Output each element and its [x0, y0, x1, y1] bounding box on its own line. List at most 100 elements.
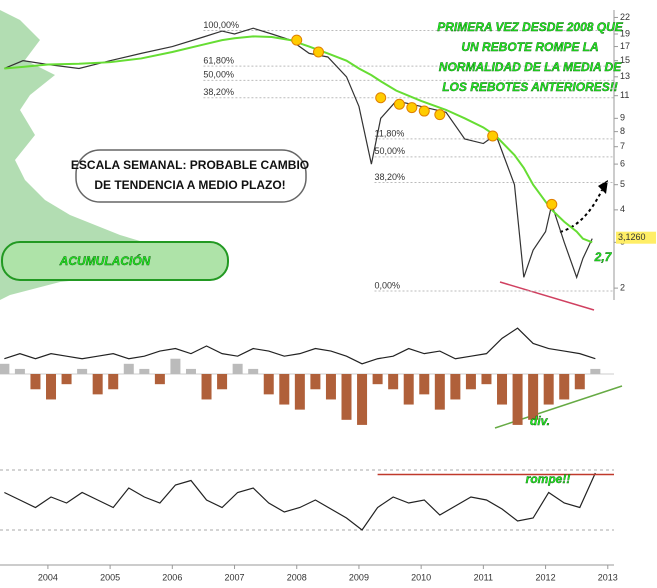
- bar: [108, 374, 119, 390]
- touch-point: [434, 109, 446, 121]
- y-tick-label: 5: [620, 179, 625, 189]
- annotation: 2,7: [594, 250, 613, 264]
- bar: [248, 368, 259, 374]
- y-tick-label: 11: [620, 90, 629, 100]
- bar: [528, 374, 539, 420]
- fib-label: 38,20%: [203, 87, 234, 97]
- bar: [92, 374, 103, 395]
- bar: [170, 358, 181, 374]
- bar: [61, 374, 72, 385]
- bar: [0, 363, 10, 374]
- annotation: ACUMULACIÓN: [59, 253, 151, 268]
- line: [4, 27, 593, 280]
- fib-label: 50,00%: [203, 70, 234, 80]
- fib-label: 0,00%: [374, 280, 400, 290]
- arrow: [559, 189, 603, 233]
- fib-label: 11,80%: [374, 128, 404, 138]
- bar: [481, 374, 492, 385]
- bar: [512, 374, 523, 425]
- bar: [30, 374, 41, 390]
- bar: [465, 374, 476, 390]
- bar: [590, 368, 601, 374]
- bar: [77, 368, 88, 374]
- x-tick-label: 2011: [474, 572, 493, 582]
- touch-point: [375, 92, 387, 104]
- annotation: PRIMERA VEZ DESDE 2008 QUE: [437, 20, 624, 34]
- bar: [139, 368, 150, 374]
- x-tick-label: 2010: [411, 572, 431, 582]
- annotation-box: [75, 149, 307, 203]
- bar: [325, 374, 336, 400]
- annotation: LOS REBOTES ANTERIORES!!: [442, 80, 618, 94]
- x-tick-label: 2013: [598, 572, 618, 582]
- bar: [419, 374, 430, 395]
- bar: [279, 374, 290, 405]
- bar: [232, 363, 243, 374]
- touch-point: [291, 34, 303, 46]
- bar: [497, 374, 508, 405]
- fib-label: 100,00%: [203, 20, 239, 30]
- y-tick-label: 17: [620, 41, 630, 51]
- x-tick-label: 2007: [225, 572, 245, 582]
- x-tick-label: 2006: [162, 572, 182, 582]
- last-value-box: [616, 231, 656, 244]
- bar: [574, 374, 585, 390]
- volume-profile: [0, 10, 200, 300]
- y-tick-label: 9: [620, 113, 625, 123]
- y-tick-label: 15: [620, 55, 630, 65]
- bar: [46, 374, 57, 400]
- annotation: ESCALA SEMANAL: PROBABLE CAMBIO: [71, 158, 309, 172]
- touch-point: [393, 98, 405, 110]
- bar: [123, 363, 134, 374]
- annotation: div.: [530, 414, 550, 428]
- y-tick-label: 22: [620, 12, 630, 22]
- bar: [14, 368, 25, 374]
- y-tick-label: 6: [620, 158, 625, 168]
- arrow-head: [598, 180, 608, 194]
- bar: [201, 374, 212, 400]
- bar: [357, 374, 368, 425]
- bar: [310, 374, 321, 390]
- touch-point: [406, 102, 418, 114]
- bar: [543, 374, 554, 405]
- bar: [372, 374, 383, 385]
- x-tick-label: 2005: [100, 572, 120, 582]
- x-tick-label: 2009: [349, 572, 369, 582]
- line: [4, 327, 596, 365]
- bar: [559, 374, 570, 400]
- fib-label: 38,20%: [374, 172, 405, 182]
- annotation: rompe!!: [526, 472, 571, 486]
- bar: [450, 374, 461, 400]
- y-tick-label: 2: [620, 282, 625, 292]
- bar: [154, 374, 165, 385]
- y-tick-label: 8: [620, 126, 625, 136]
- bar: [341, 374, 352, 420]
- annotation-box: [1, 241, 229, 281]
- bar: [294, 374, 305, 410]
- touch-point: [487, 130, 499, 142]
- touch-point: [313, 46, 325, 58]
- fib-label: 61,80%: [203, 55, 234, 65]
- x-tick-label: 2004: [38, 572, 58, 582]
- y-tick-label: 19: [620, 28, 630, 38]
- support-line: [499, 281, 595, 311]
- bar: [263, 374, 274, 395]
- annotation: NORMALIDAD DE LA MEDIA DE: [439, 60, 622, 74]
- y-tick-label: 13: [620, 71, 630, 81]
- bar: [217, 374, 228, 390]
- touch-point: [418, 105, 430, 117]
- annotation: UN REBOTE ROMPE LA: [461, 40, 598, 54]
- touch-point: [546, 198, 558, 210]
- y-tick-label: 7: [620, 141, 625, 151]
- bar: [185, 368, 196, 374]
- x-tick-label: 2008: [287, 572, 307, 582]
- fib-label: 50,00%: [374, 146, 405, 156]
- line: [4, 35, 593, 244]
- bar: [434, 374, 445, 410]
- x-tick-label: 2012: [536, 572, 556, 582]
- line: [4, 472, 596, 531]
- y-tick-label: 4: [620, 204, 625, 214]
- bar: [388, 374, 399, 390]
- bar: [403, 374, 414, 405]
